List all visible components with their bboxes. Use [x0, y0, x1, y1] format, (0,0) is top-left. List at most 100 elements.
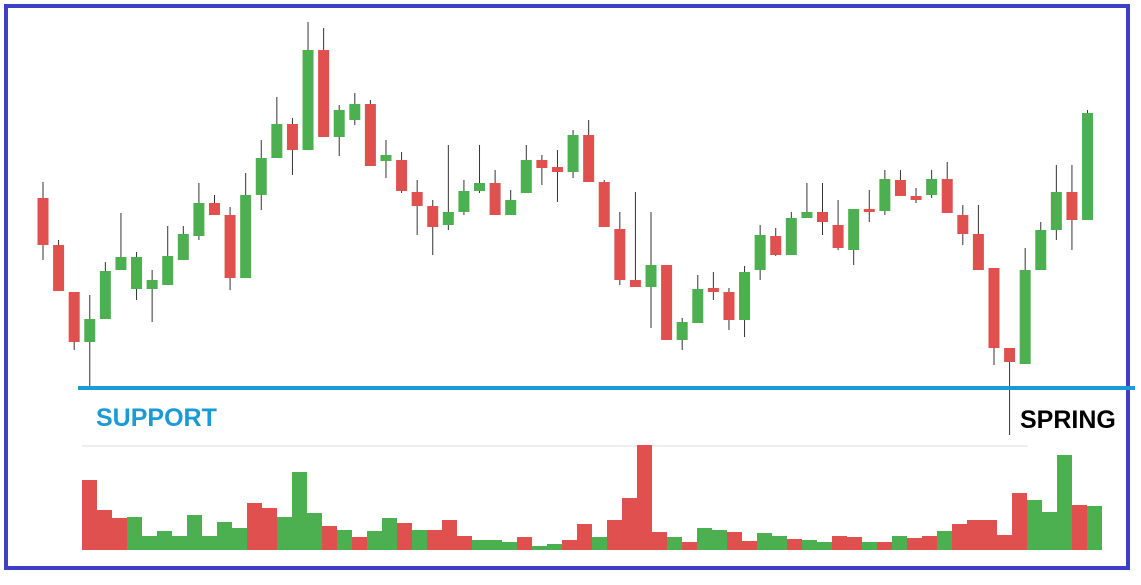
volume-bar [262, 508, 277, 550]
candle-body [520, 160, 532, 193]
volume-bar [457, 536, 472, 550]
candle-body [99, 271, 111, 319]
candle-body [676, 322, 688, 340]
volume-bar [802, 540, 817, 550]
volume-bar [232, 528, 247, 550]
candle-body [1066, 192, 1078, 220]
candle-body [941, 179, 953, 213]
candle-body [536, 160, 548, 168]
volume-bar [1012, 493, 1027, 550]
candle-body [661, 265, 673, 340]
volume-bar [1027, 500, 1042, 550]
volume-bar [142, 536, 157, 550]
candle-body [894, 180, 906, 196]
candle-body [692, 289, 704, 323]
volume-bar [712, 530, 727, 550]
candle-body [972, 234, 984, 270]
volume-bar [1087, 506, 1102, 550]
volume-bar [427, 530, 442, 550]
candle-body [302, 50, 314, 150]
volume-bar [502, 542, 517, 550]
volume-bar [1072, 505, 1087, 550]
volume-bar [157, 531, 172, 550]
candle-body [115, 257, 127, 270]
volume-bar [772, 536, 787, 550]
candle-body [255, 158, 267, 195]
frame [4, 4, 1130, 570]
candle-body [723, 292, 735, 320]
volume-bar [667, 537, 682, 550]
volume-bar [202, 536, 217, 550]
volume-bar [862, 542, 877, 550]
candle-body [286, 124, 298, 150]
candle-body [567, 135, 579, 172]
volume-bar [97, 510, 112, 550]
volume-bar [562, 540, 577, 550]
volume-bar [277, 517, 292, 550]
volume-bar [727, 532, 742, 550]
candle-body [988, 268, 1000, 348]
volume-bar [472, 540, 487, 550]
volume-bar [442, 520, 457, 550]
volume-bar [847, 537, 862, 550]
candle-body [474, 183, 486, 191]
candle-body [208, 203, 220, 215]
candle-body [817, 212, 828, 222]
spring-label: SPRING [1020, 406, 1116, 434]
volume-bar [907, 538, 922, 550]
candle-body [318, 50, 330, 137]
candle-body [1050, 192, 1062, 230]
candle-body [37, 198, 49, 245]
volume-bar [352, 537, 367, 550]
candle-body [785, 218, 797, 255]
volume-bar [592, 537, 607, 550]
volume-bar [787, 539, 802, 550]
candle-body [879, 179, 891, 211]
volume-bar [1042, 512, 1057, 550]
candle-body [411, 192, 423, 206]
volume-bar [742, 541, 757, 550]
volume-bar [832, 536, 847, 550]
candle-body [349, 104, 361, 120]
candle-body [193, 203, 205, 236]
candle-body [848, 209, 860, 250]
volume-bar [517, 537, 532, 550]
volume-bar [577, 524, 592, 550]
volume-bar [187, 515, 202, 550]
candle-body [1019, 270, 1031, 364]
volume-bar [967, 520, 982, 550]
volume-bar [292, 472, 307, 550]
volume-bar [247, 503, 262, 550]
volume-bar [607, 520, 622, 550]
volume-bar [412, 530, 427, 550]
volume-bar [622, 498, 637, 550]
volume-bar [172, 536, 187, 550]
volume-bar [1057, 455, 1072, 550]
candle-body [707, 288, 719, 292]
candle-body [240, 195, 252, 278]
volume-bar [487, 540, 502, 550]
candle-body [53, 245, 65, 291]
volume-bar [637, 445, 652, 550]
volume-bar [397, 523, 412, 550]
candle-body [442, 212, 454, 225]
volume-bar [877, 542, 892, 550]
candle-body [801, 212, 813, 218]
volume-bar [112, 518, 127, 550]
candle-body [957, 215, 969, 234]
candle-body [177, 234, 189, 260]
candle-body [1082, 113, 1094, 220]
candle-body [1004, 348, 1016, 362]
candle-body [551, 167, 563, 172]
candle-body [739, 272, 751, 320]
candle-body [84, 319, 96, 342]
candle-body [598, 182, 610, 227]
candle-body [926, 179, 938, 195]
volume-bar [82, 480, 97, 550]
candle-body [68, 292, 80, 342]
candle-body [396, 160, 408, 191]
candle-body [380, 155, 392, 161]
volume-bar [532, 546, 547, 550]
candle-body [162, 256, 174, 285]
